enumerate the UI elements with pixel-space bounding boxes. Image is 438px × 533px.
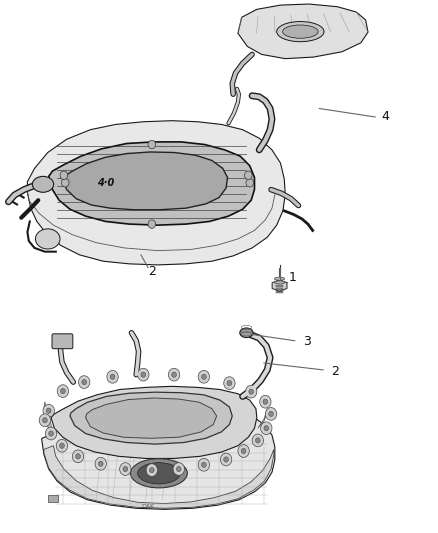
Circle shape [224, 377, 235, 390]
Circle shape [99, 461, 103, 466]
Circle shape [244, 171, 252, 180]
Circle shape [260, 395, 271, 408]
Text: 3: 3 [303, 335, 311, 348]
Circle shape [148, 220, 155, 228]
Circle shape [227, 381, 232, 386]
Polygon shape [258, 409, 267, 428]
Circle shape [172, 372, 177, 377]
Circle shape [123, 466, 128, 472]
Circle shape [224, 457, 229, 462]
Ellipse shape [35, 229, 60, 249]
Circle shape [198, 370, 209, 383]
Circle shape [82, 379, 87, 385]
Circle shape [264, 425, 268, 431]
Ellipse shape [138, 463, 180, 484]
Circle shape [60, 171, 67, 180]
Ellipse shape [283, 25, 318, 38]
Circle shape [61, 179, 69, 187]
Circle shape [138, 368, 149, 381]
Text: 2: 2 [148, 265, 156, 278]
Text: DAK: DAK [141, 504, 155, 508]
Circle shape [39, 414, 50, 426]
Circle shape [95, 457, 106, 470]
Ellipse shape [277, 21, 324, 42]
Ellipse shape [274, 277, 285, 280]
Polygon shape [272, 280, 287, 292]
Circle shape [60, 443, 64, 448]
Text: 1: 1 [288, 271, 296, 284]
Circle shape [263, 399, 268, 405]
Circle shape [146, 464, 158, 477]
Polygon shape [70, 392, 232, 444]
Circle shape [46, 408, 51, 414]
Text: 4·0: 4·0 [97, 177, 114, 188]
Circle shape [56, 439, 67, 452]
Ellipse shape [240, 328, 253, 337]
Circle shape [173, 463, 184, 475]
Circle shape [201, 462, 206, 467]
Circle shape [261, 422, 272, 434]
Circle shape [245, 385, 257, 398]
Bar [276, 291, 283, 293]
Polygon shape [51, 386, 257, 458]
Polygon shape [44, 402, 53, 435]
Circle shape [249, 389, 254, 394]
Circle shape [148, 140, 155, 149]
Circle shape [57, 385, 69, 398]
Ellipse shape [131, 459, 187, 488]
Circle shape [60, 389, 65, 394]
Circle shape [168, 368, 180, 381]
Circle shape [49, 431, 53, 436]
Polygon shape [44, 446, 274, 508]
Circle shape [76, 454, 81, 459]
Polygon shape [49, 142, 254, 225]
Circle shape [198, 458, 209, 471]
Circle shape [78, 376, 90, 389]
Circle shape [220, 453, 232, 466]
Polygon shape [28, 120, 285, 265]
Polygon shape [238, 4, 368, 59]
Polygon shape [85, 398, 217, 438]
Circle shape [72, 450, 84, 463]
Circle shape [265, 408, 277, 420]
Circle shape [255, 438, 260, 443]
Text: 4: 4 [381, 110, 389, 124]
Circle shape [177, 466, 181, 472]
Circle shape [107, 370, 118, 383]
Bar [276, 285, 283, 287]
Bar [276, 281, 283, 284]
Circle shape [120, 463, 131, 475]
Circle shape [268, 411, 273, 417]
Circle shape [42, 418, 47, 423]
Ellipse shape [274, 281, 285, 284]
Ellipse shape [32, 176, 54, 192]
Circle shape [246, 179, 254, 187]
Text: 2: 2 [331, 365, 339, 378]
Circle shape [241, 448, 246, 454]
Circle shape [141, 372, 146, 377]
Circle shape [238, 445, 249, 457]
Circle shape [149, 467, 154, 473]
Circle shape [201, 374, 206, 379]
Circle shape [43, 405, 54, 417]
Circle shape [46, 427, 57, 440]
Polygon shape [42, 405, 275, 510]
Polygon shape [63, 152, 227, 210]
FancyBboxPatch shape [52, 334, 73, 349]
Bar [276, 288, 283, 290]
Bar [48, 495, 58, 503]
Circle shape [110, 374, 115, 379]
Circle shape [252, 434, 264, 447]
